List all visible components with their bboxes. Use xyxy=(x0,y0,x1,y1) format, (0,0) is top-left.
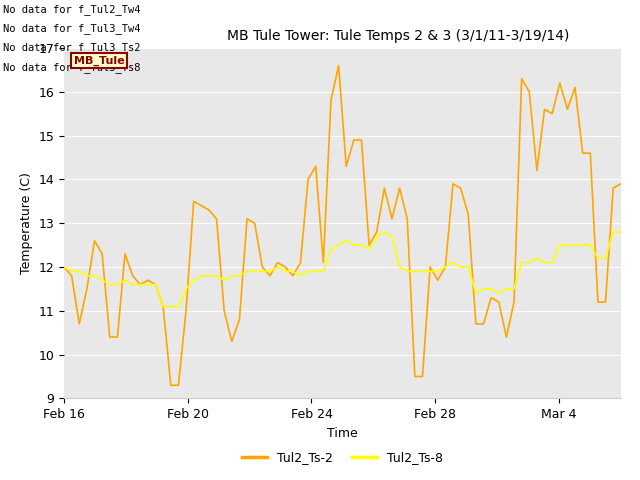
Text: MB_Tule: MB_Tule xyxy=(74,55,124,66)
X-axis label: Time: Time xyxy=(327,427,358,440)
Text: No data for f_Tul3_Tw4: No data for f_Tul3_Tw4 xyxy=(3,23,141,34)
Text: No data for f_Tul3_Ts8: No data for f_Tul3_Ts8 xyxy=(3,61,141,72)
Legend: Tul2_Ts-2, Tul2_Ts-8: Tul2_Ts-2, Tul2_Ts-8 xyxy=(237,446,448,469)
Text: No data for f_Tul2_Tw4: No data for f_Tul2_Tw4 xyxy=(3,4,141,15)
Title: MB Tule Tower: Tule Temps 2 & 3 (3/1/11-3/19/14): MB Tule Tower: Tule Temps 2 & 3 (3/1/11-… xyxy=(227,29,569,43)
Text: No data for f_Tul3_Ts2: No data for f_Tul3_Ts2 xyxy=(3,42,141,53)
Y-axis label: Temperature (C): Temperature (C) xyxy=(20,172,33,274)
